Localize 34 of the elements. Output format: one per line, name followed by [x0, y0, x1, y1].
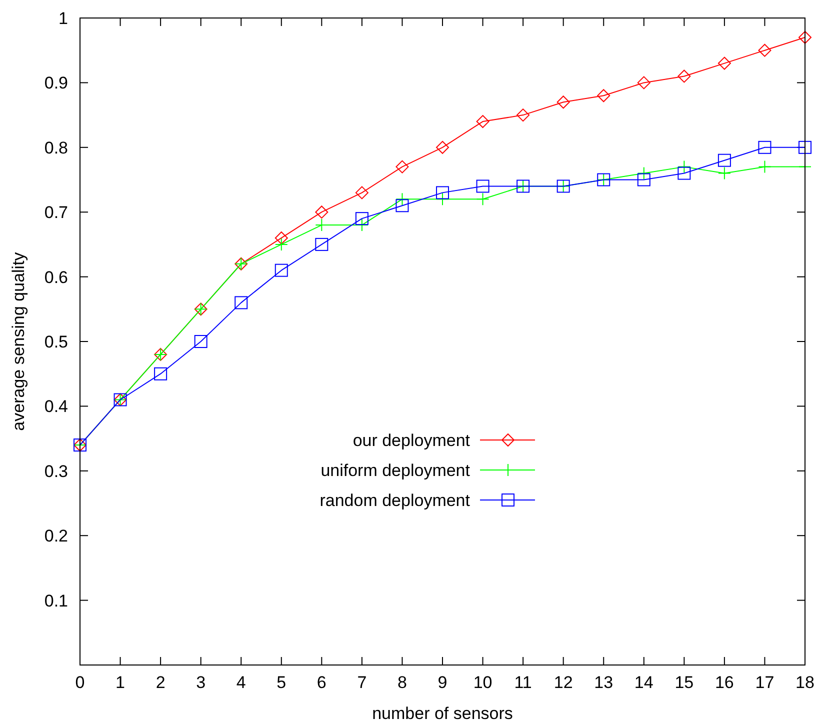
y-tick-label: 0.6 [44, 268, 68, 287]
x-tick-label: 17 [755, 673, 774, 692]
y-tick-label: 0.9 [44, 74, 68, 93]
x-tick-label: 3 [196, 673, 206, 692]
x-tick-label: 7 [357, 673, 367, 692]
x-tick-label: 13 [594, 673, 614, 692]
x-axis-title: number of sensors [372, 704, 513, 723]
y-axis-title: average sensing quality [9, 252, 28, 431]
x-tick-label: 14 [634, 673, 654, 692]
x-tick-label: 12 [554, 673, 573, 692]
x-tick-label: 9 [438, 673, 448, 692]
x-tick-label: 11 [514, 673, 532, 692]
legend-label: uniform deployment [320, 460, 470, 480]
y-tick-label: 0.5 [44, 332, 68, 352]
x-tick-label: 10 [473, 673, 492, 692]
x-tick-label: 2 [156, 673, 166, 692]
y-tick-label: 0.4 [44, 397, 68, 416]
x-tick-label: 5 [276, 673, 286, 692]
x-tick-label: 1 [116, 673, 126, 692]
y-tick-label: 1 [58, 8, 68, 28]
x-tick-label: 0 [75, 673, 85, 692]
legend-label: our deployment [352, 430, 470, 450]
x-tick-label: 18 [796, 673, 814, 692]
x-tick-label: 15 [674, 673, 694, 692]
y-tick-label: 0.7 [44, 203, 68, 222]
x-tick-label: 6 [316, 673, 326, 692]
y-tick-label: 0.1 [44, 591, 68, 610]
y-tick-label: 0.8 [44, 138, 68, 158]
x-tick-label: 8 [397, 673, 407, 692]
x-tick-label: 4 [236, 673, 246, 692]
y-tick-label: 0.2 [44, 526, 68, 546]
legend-label: random deployment [320, 490, 470, 510]
y-tick-label: 0.3 [44, 462, 68, 481]
x-tick-label: 16 [714, 673, 734, 692]
